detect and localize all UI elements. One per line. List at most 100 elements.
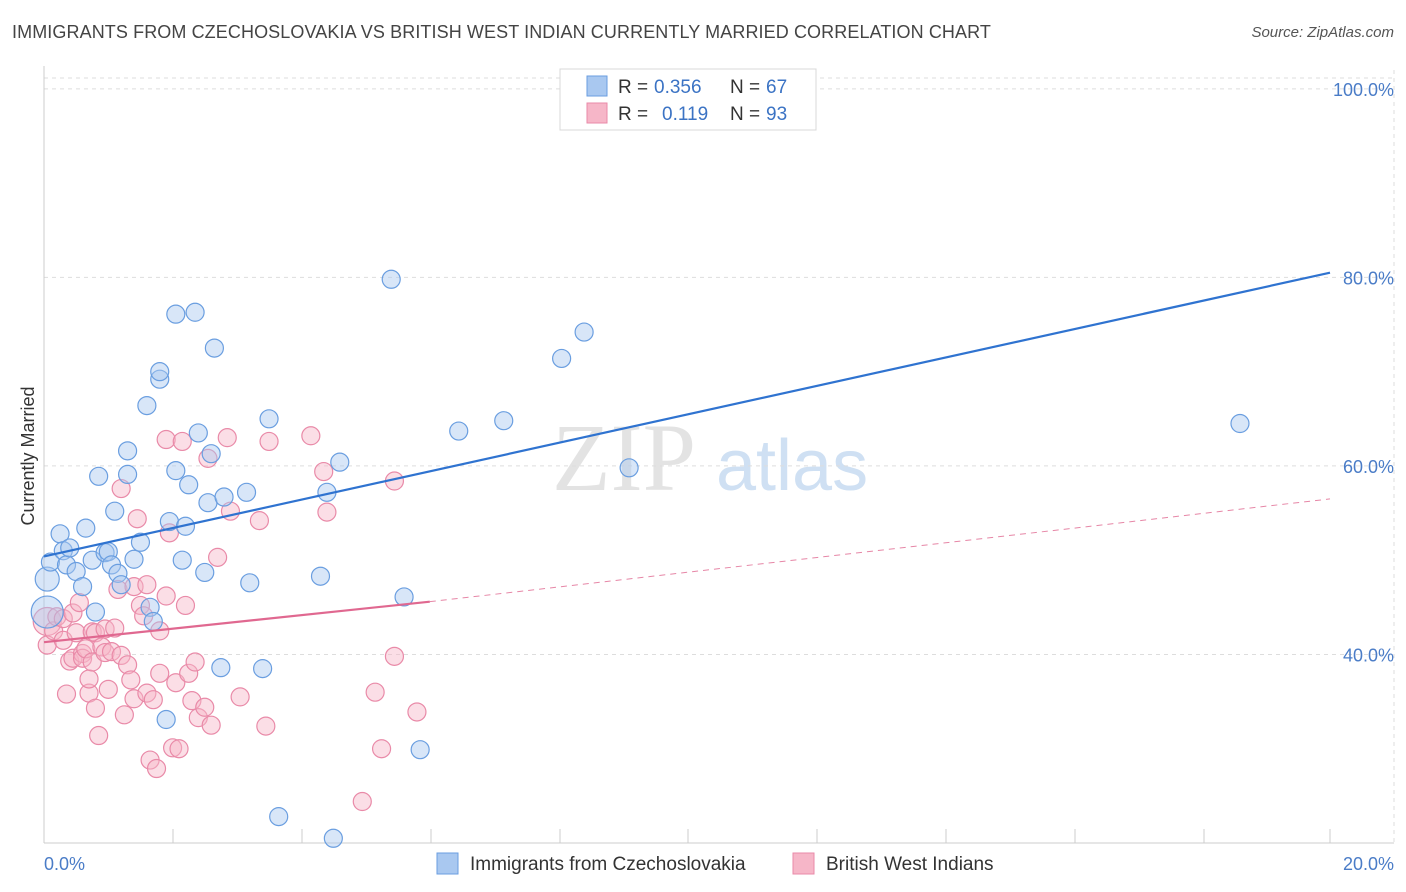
watermark-zip: ZIP xyxy=(552,404,696,511)
data-point xyxy=(1230,413,1250,434)
data-point xyxy=(269,807,289,827)
data-point xyxy=(256,716,276,736)
data-point xyxy=(85,698,106,718)
legend-r-value: 0.356 xyxy=(654,77,702,98)
data-point xyxy=(371,739,392,759)
data-point xyxy=(259,409,279,429)
data-point xyxy=(394,587,414,607)
data-point xyxy=(185,302,205,322)
data-point xyxy=(619,458,639,478)
data-point xyxy=(150,663,170,683)
data-point xyxy=(494,411,514,431)
data-point xyxy=(56,684,77,704)
data-point xyxy=(146,758,167,779)
data-point xyxy=(172,431,192,452)
data-point xyxy=(259,431,279,452)
bottom-legend-swatch-pink xyxy=(792,852,815,875)
data-point xyxy=(249,511,270,531)
data-point xyxy=(130,595,151,616)
data-point xyxy=(108,563,128,583)
data-point xyxy=(111,478,131,499)
trend-lines xyxy=(43,271,1331,644)
data-point xyxy=(166,461,186,481)
data-point xyxy=(185,652,205,672)
data-point xyxy=(40,552,61,572)
data-point xyxy=(156,429,176,450)
data-point xyxy=(188,423,208,443)
data-point xyxy=(82,652,102,672)
y-tick-label: 40.0% xyxy=(1343,645,1394,665)
data-point xyxy=(381,269,401,289)
data-point xyxy=(253,659,273,679)
trend-line-czechoslovakia xyxy=(43,271,1331,558)
data-point xyxy=(101,642,122,662)
data-point xyxy=(117,655,138,675)
legend-n-label: N = xyxy=(730,77,760,98)
data-point xyxy=(111,645,131,666)
data-point xyxy=(121,670,141,690)
data-point xyxy=(317,502,337,522)
data-point xyxy=(98,679,118,699)
data-point xyxy=(105,618,125,638)
data-point xyxy=(163,738,183,758)
data-point xyxy=(137,395,157,416)
data-point xyxy=(407,702,427,722)
x-ticks xyxy=(43,829,1331,843)
data-point xyxy=(76,518,96,538)
data-point xyxy=(127,509,147,529)
data-point xyxy=(137,575,157,595)
legend-swatch-blue xyxy=(586,75,608,97)
data-point xyxy=(240,573,260,593)
data-point xyxy=(117,441,138,461)
data-point xyxy=(60,538,80,558)
data-point xyxy=(323,828,343,848)
data-point xyxy=(236,482,257,502)
data-point xyxy=(574,322,594,342)
bottom-legend: Immigrants from Czechoslovakia British W… xyxy=(436,852,994,875)
data-point xyxy=(175,595,196,616)
data-point xyxy=(230,687,250,707)
data-point xyxy=(179,475,199,495)
data-point xyxy=(211,658,231,678)
data-point xyxy=(69,593,89,613)
data-point xyxy=(201,715,221,735)
data-point xyxy=(150,362,170,382)
data-point xyxy=(552,348,572,369)
legend-r-label: R = xyxy=(618,104,648,125)
data-point xyxy=(201,444,221,464)
series-british-west-indians xyxy=(32,426,427,812)
data-point xyxy=(140,597,160,617)
data-point xyxy=(214,487,234,507)
data-point xyxy=(143,611,163,632)
data-point xyxy=(330,452,350,472)
y-tick-labels: 40.0% 60.0% 80.0% 100.0% xyxy=(1333,80,1394,666)
trend-line-british-west-indians-extrapolated xyxy=(429,498,1331,603)
legend-box: R = 0.356 N = 67 R = 0.119 N = 93 xyxy=(559,68,817,131)
data-point xyxy=(365,682,385,702)
legend-n-value: 93 xyxy=(766,104,787,125)
series-immigrants-czechoslovakia xyxy=(30,79,1250,848)
data-point xyxy=(179,663,199,683)
bottom-legend-label-czechoslovakia: Immigrants from Czechoslovakia xyxy=(470,854,746,875)
data-point xyxy=(30,595,64,629)
legend-swatch-pink xyxy=(586,102,608,124)
data-point xyxy=(166,673,186,693)
bottom-legend-label-british-west-indians: British West Indians xyxy=(826,854,994,875)
data-point xyxy=(301,426,321,446)
y-axis-label: Currently Married xyxy=(18,386,38,525)
legend-n-value: 67 xyxy=(766,77,787,98)
data-point xyxy=(95,642,115,663)
data-point xyxy=(156,709,176,730)
data-point xyxy=(124,549,144,569)
data-point xyxy=(72,576,93,597)
data-point xyxy=(79,669,99,689)
y-tick-label: 100.0% xyxy=(1333,80,1394,100)
data-point xyxy=(34,566,60,592)
data-point xyxy=(410,740,430,760)
data-point xyxy=(105,501,125,521)
data-point xyxy=(143,690,163,710)
data-point xyxy=(63,648,83,668)
data-point xyxy=(208,547,228,567)
data-point xyxy=(85,602,106,622)
